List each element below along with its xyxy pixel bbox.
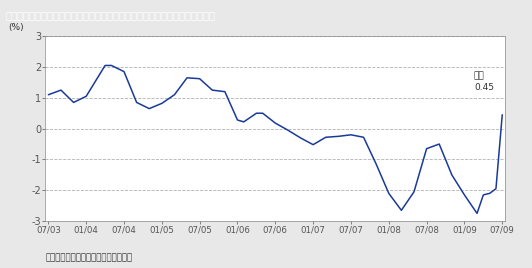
Text: 図表⑫：ケースシラー住宅価格指数（前月比）　～住宅価格２年ぶりで底入れ: 図表⑫：ケースシラー住宅価格指数（前月比） ～住宅価格２年ぶりで底入れ [5,10,215,20]
Text: 出所：ブルームバーグ、武者リサーチ: 出所：ブルームバーグ、武者リサーチ [45,254,132,263]
Text: (%): (%) [9,24,24,32]
Text: ５月
0.45: ５月 0.45 [474,72,494,92]
